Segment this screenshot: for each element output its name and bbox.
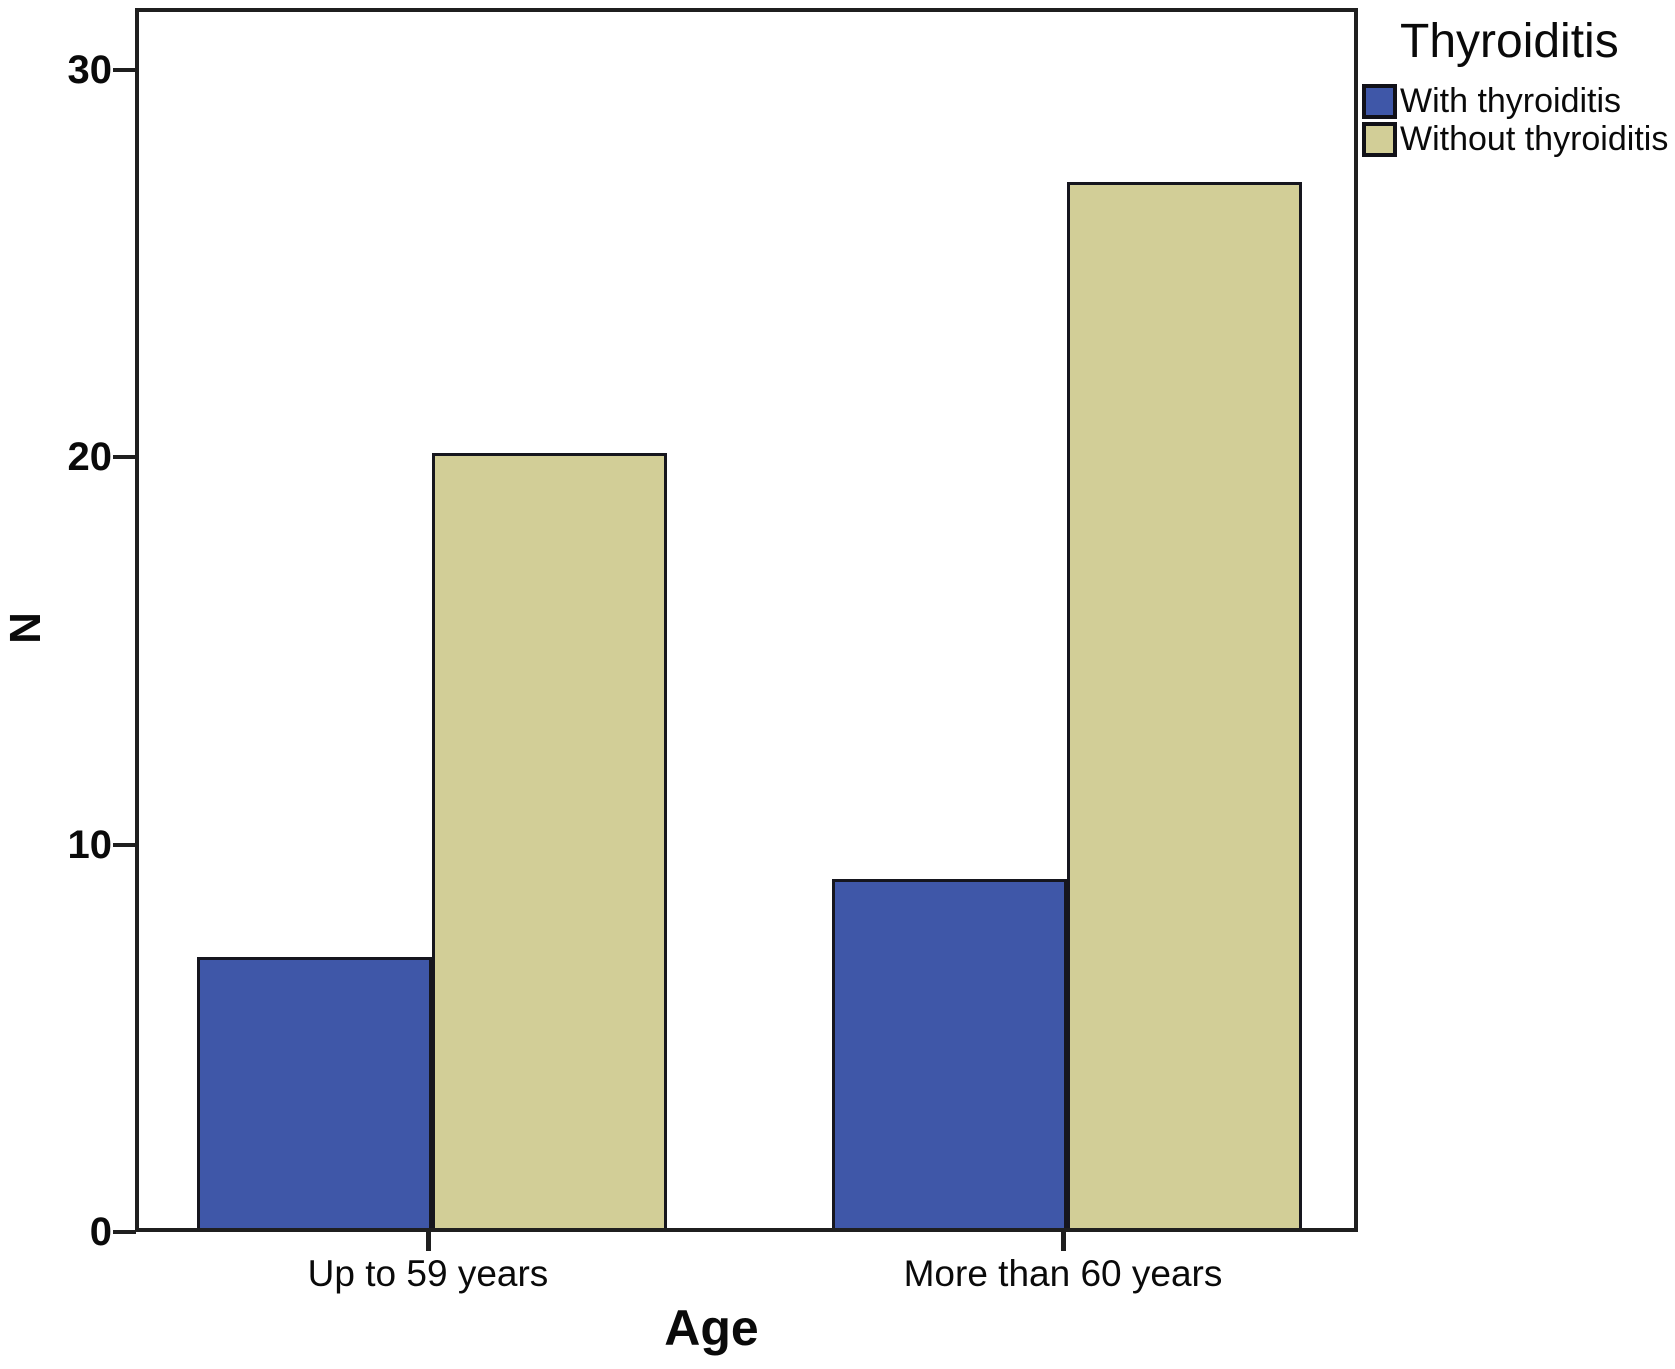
legend-entry-label: Without thyroiditis bbox=[1400, 120, 1669, 158]
legend-swatch-without-thyroiditis-icon bbox=[1362, 121, 1397, 157]
y-axis-tick-label: 30 bbox=[67, 47, 113, 92]
legend-title: Thyroiditis bbox=[1400, 15, 1619, 68]
legend-swatch-with-thyroiditis-icon bbox=[1362, 83, 1397, 119]
y-axis-tick-label: 0 bbox=[89, 1210, 112, 1254]
y-axis-tick bbox=[113, 455, 136, 460]
bar-without-thyroiditis-2 bbox=[1067, 182, 1302, 1228]
x-axis-tick bbox=[426, 1232, 431, 1251]
y-axis-tick bbox=[113, 842, 136, 847]
legend-entry-without-thyroiditis: Without thyroiditis bbox=[1362, 120, 1668, 158]
y-axis-tick-label: 20 bbox=[67, 435, 113, 480]
y-axis-tick-label: 10 bbox=[67, 822, 113, 867]
x-category-label-2: More than 60 years bbox=[903, 1253, 1223, 1294]
x-category-label-1: Up to 59 years bbox=[307, 1253, 549, 1294]
legend-entry-label: With thyroiditis bbox=[1400, 82, 1622, 120]
x-axis-title: Age bbox=[664, 1300, 759, 1356]
x-axis-tick bbox=[1061, 1232, 1066, 1251]
legend: Thyroiditis With thyroiditis Without thy… bbox=[1362, 12, 1668, 158]
y-axis-tick bbox=[113, 1230, 136, 1234]
plot-area bbox=[135, 8, 1358, 1232]
y-axis-tick bbox=[113, 67, 136, 72]
y-axis-title: N bbox=[1, 612, 50, 644]
bar-with-thyroiditis-1 bbox=[197, 957, 432, 1228]
bar-with-thyroiditis-2 bbox=[832, 879, 1067, 1228]
bar-without-thyroiditis-1 bbox=[432, 453, 667, 1228]
legend-entry-with-thyroiditis: With thyroiditis bbox=[1362, 82, 1668, 120]
